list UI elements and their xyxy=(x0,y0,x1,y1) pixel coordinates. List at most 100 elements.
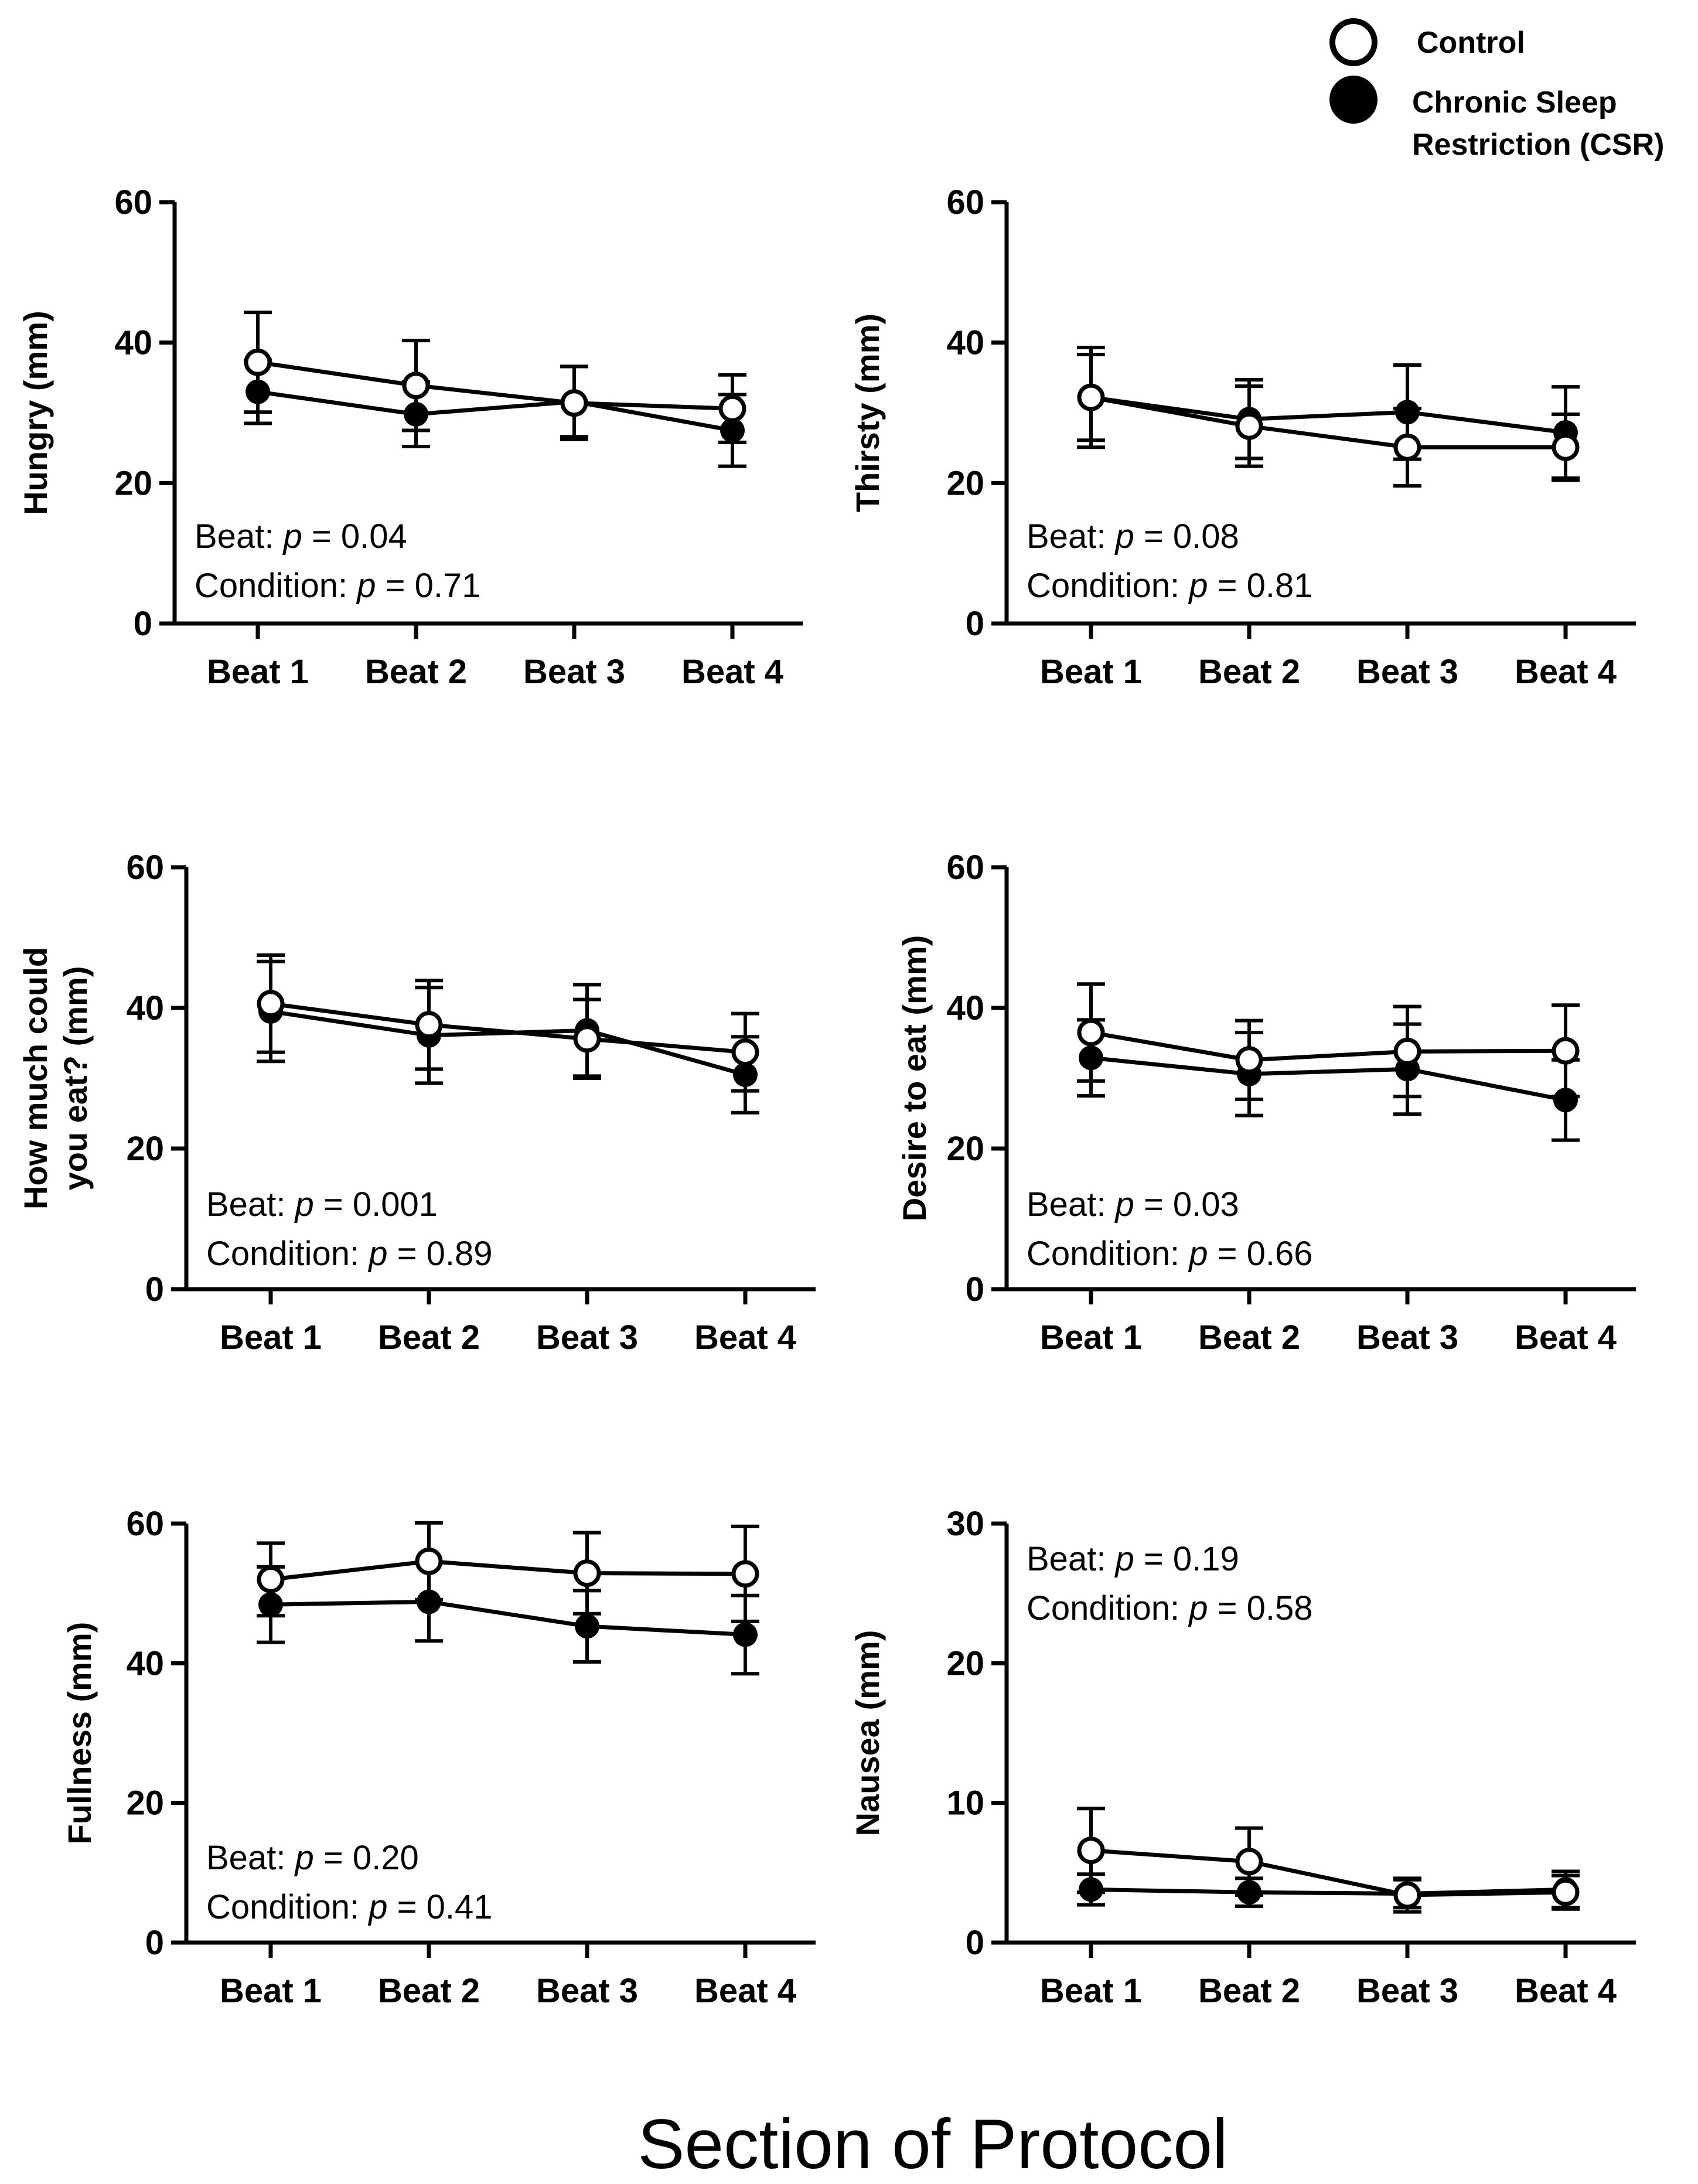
y-tick-label: 20 xyxy=(946,1644,984,1682)
stat-condition: Condition: p = 0.66 xyxy=(1027,1235,1313,1273)
x-tick-label: Beat 3 xyxy=(1356,1972,1458,2010)
x-tick-label: Beat 1 xyxy=(220,1972,322,2010)
data-point-control xyxy=(257,990,285,1018)
series-line xyxy=(1090,1055,1566,1102)
x-tick-label: Beat 2 xyxy=(1198,1972,1300,2010)
x-tick-label: Beat 2 xyxy=(365,653,467,691)
y-tick-label: 20 xyxy=(946,464,984,502)
data-point-control xyxy=(1393,433,1421,461)
y-tick-label: 0 xyxy=(966,1270,984,1309)
y-tick-label: 0 xyxy=(145,1270,164,1309)
y-axis-label-line2: you eat? (mm) xyxy=(57,966,94,1191)
data-point-control xyxy=(1235,1046,1263,1074)
y-tick-label: 40 xyxy=(946,989,984,1027)
chart-panel-2: 0 20 40 60 Beat 1 Beat 2 Beat 3 Beat 4 Thirsty (… xyxy=(849,183,1636,691)
chart-panel-3: 0 20 40 60 Beat 1 Beat 2 Beat 3 Beat 4 How much … xyxy=(17,849,816,1357)
data-point-csr xyxy=(417,1589,441,1614)
data-point-control xyxy=(573,1025,601,1053)
y-axis-label: Fullness (mm) xyxy=(61,1622,98,1845)
data-point-control xyxy=(415,1011,443,1039)
data-point-control xyxy=(402,372,430,400)
figure-x-axis-label: Section of Protocol xyxy=(637,2105,1228,2183)
x-tick-label: Beat 1 xyxy=(220,1318,322,1357)
x-tick-label: Beat 4 xyxy=(694,1972,796,2010)
series-line xyxy=(270,1559,746,1582)
data-point-control xyxy=(244,348,272,376)
y-tick-label: 60 xyxy=(114,183,152,222)
data-point-control xyxy=(1077,1837,1105,1865)
legend-csr-label-line2: Restriction (CSR) xyxy=(1412,128,1664,162)
x-tick-label: Beat 3 xyxy=(523,653,625,691)
series-control xyxy=(1077,982,1580,1101)
stat-beat: Beat: p = 0.04 xyxy=(195,517,407,556)
y-axis-label: Thirsty (mm) xyxy=(849,314,886,512)
x-tick-label: Beat 1 xyxy=(1040,1972,1142,2010)
stat-beat: Beat: p = 0.20 xyxy=(206,1839,419,1877)
data-point-csr xyxy=(1553,1088,1578,1113)
series-line xyxy=(1090,395,1566,449)
x-tick-label: Beat 1 xyxy=(1040,1318,1142,1357)
y-tick-label: 60 xyxy=(946,849,984,887)
data-point-csr xyxy=(575,1614,599,1639)
data-point-control xyxy=(731,1560,759,1588)
y-tick-label: 10 xyxy=(946,1784,984,1822)
stat-condition: Condition: p = 0.89 xyxy=(206,1235,493,1273)
y-tick-label: 60 xyxy=(126,1505,164,1543)
panels: 0 20 40 60 Beat 1 Beat 2 Beat 3 Beat 4 Hungry (m… xyxy=(17,183,1636,2010)
stat-beat: Beat: p = 0.08 xyxy=(1027,517,1239,556)
legend-control-marker xyxy=(1329,18,1378,66)
stat-condition: Condition: p = 0.81 xyxy=(1027,567,1313,605)
x-tick-label: Beat 3 xyxy=(1356,1318,1458,1357)
data-point-control xyxy=(1552,433,1580,461)
data-point-control xyxy=(415,1547,443,1575)
legend-csr-label-line1: Chronic Sleep xyxy=(1412,86,1617,120)
chart-panel-1: 0 20 40 60 Beat 1 Beat 2 Beat 3 Beat 4 Hungry (m… xyxy=(17,183,803,691)
series-control xyxy=(1077,346,1580,488)
x-tick-label: Beat 4 xyxy=(1515,1972,1617,2010)
data-point-control xyxy=(1235,1848,1263,1876)
series-control xyxy=(257,1521,759,1623)
y-tick-label: 0 xyxy=(966,605,984,643)
y-axis-label: How much could xyxy=(17,947,54,1209)
x-tick-label: Beat 4 xyxy=(694,1318,796,1357)
x-tick-label: Beat 4 xyxy=(681,653,783,691)
stat-condition: Condition: p = 0.58 xyxy=(1027,1589,1313,1627)
y-tick-label: 0 xyxy=(145,1924,164,1962)
stat-condition: Condition: p = 0.41 xyxy=(206,1888,493,1926)
x-tick-label: Beat 2 xyxy=(1198,653,1300,691)
x-tick-label: Beat 1 xyxy=(1040,653,1142,691)
chart-panel-4: 0 20 40 60 Beat 1 Beat 2 Beat 3 Beat 4 Desire to… xyxy=(896,849,1636,1357)
series-control xyxy=(1077,1807,1580,1914)
x-tick-label: Beat 2 xyxy=(1198,1318,1300,1357)
series-line xyxy=(257,360,733,411)
series-line xyxy=(1090,1030,1566,1062)
data-point-control xyxy=(1077,383,1105,411)
legend-control-label: Control xyxy=(1417,26,1525,60)
x-tick-label: Beat 1 xyxy=(207,653,309,691)
y-tick-label: 0 xyxy=(966,1924,984,1962)
series-line xyxy=(270,1001,746,1055)
series-line xyxy=(1090,1887,1566,1896)
stat-beat: Beat: p = 0.03 xyxy=(1027,1185,1239,1224)
series-line xyxy=(270,1599,746,1637)
series-line xyxy=(1090,395,1566,435)
chart-panel-6: 0 10 20 30 Beat 1 Beat 2 Beat 3 Beat 4 Nausea (m… xyxy=(849,1505,1636,2010)
data-point-control xyxy=(560,389,588,417)
y-axis-label: Desire to eat (mm) xyxy=(896,935,933,1222)
data-point-control xyxy=(1393,1037,1421,1065)
stat-condition: Condition: p = 0.71 xyxy=(195,567,481,605)
y-tick-label: 40 xyxy=(114,324,152,362)
stat-beat: Beat: p = 0.19 xyxy=(1027,1540,1239,1578)
data-point-control xyxy=(573,1559,601,1587)
y-axis-label: Hungry (mm) xyxy=(17,311,54,515)
x-tick-label: Beat 3 xyxy=(536,1318,638,1357)
y-tick-label: 40 xyxy=(126,1644,164,1682)
y-tick-label: 60 xyxy=(946,183,984,222)
series-line xyxy=(257,390,733,432)
y-tick-label: 20 xyxy=(126,1784,164,1822)
x-tick-label: Beat 4 xyxy=(1515,1318,1617,1357)
data-point-control xyxy=(731,1038,759,1067)
data-point-control xyxy=(1235,412,1263,440)
x-tick-label: Beat 2 xyxy=(378,1972,480,2010)
